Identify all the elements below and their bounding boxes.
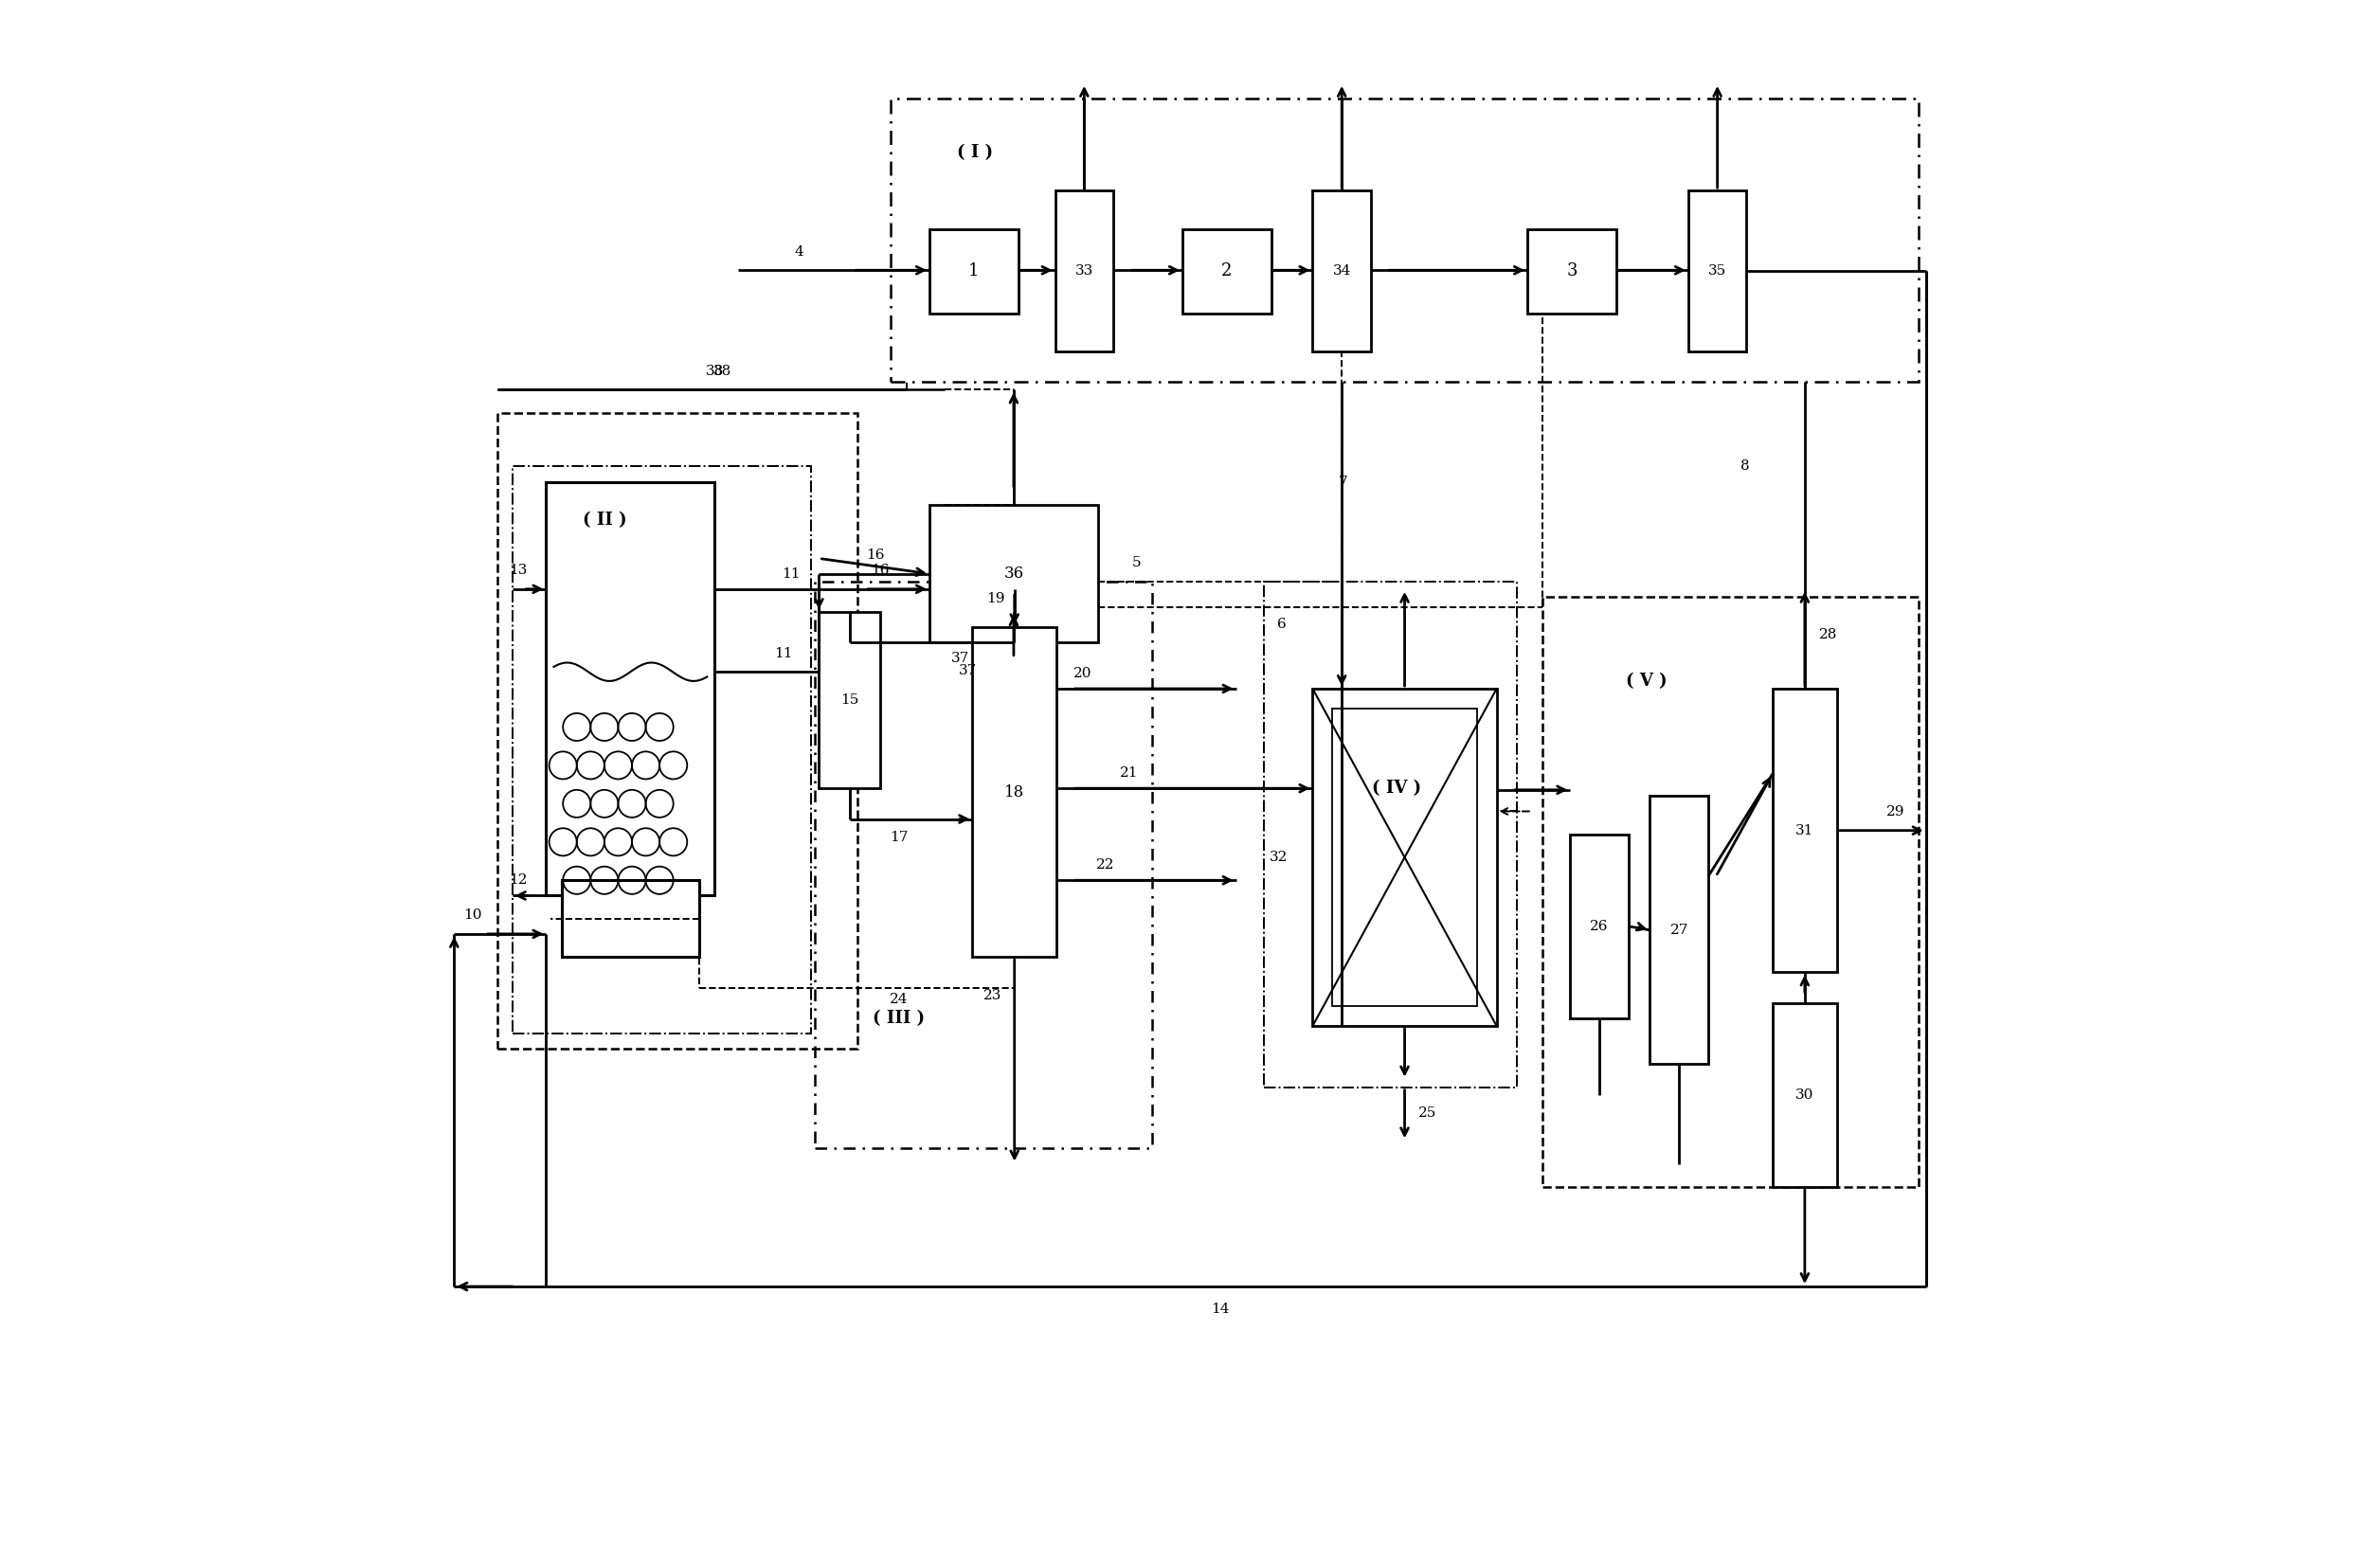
Bar <box>1054 190 1114 351</box>
Text: 26: 26 <box>1590 920 1609 932</box>
Text: 10: 10 <box>464 909 481 921</box>
Text: 27: 27 <box>1671 923 1687 937</box>
Text: ( IV ): ( IV ) <box>1373 779 1421 796</box>
Text: 3: 3 <box>1566 263 1578 280</box>
Text: 11: 11 <box>773 646 793 660</box>
Text: 38: 38 <box>704 365 724 379</box>
Text: 38: 38 <box>714 365 731 379</box>
Text: 28: 28 <box>1818 628 1837 642</box>
Bar <box>819 612 881 788</box>
Bar <box>890 99 1918 382</box>
Bar <box>928 229 1019 314</box>
Bar <box>928 504 1097 643</box>
Text: 34: 34 <box>1333 264 1352 278</box>
Text: 7: 7 <box>1338 475 1347 489</box>
Bar <box>1542 597 1918 1187</box>
Text: 20: 20 <box>1073 666 1092 680</box>
Text: ( I ): ( I ) <box>957 144 992 161</box>
Text: 18: 18 <box>1004 784 1023 801</box>
Text: 4: 4 <box>795 246 804 258</box>
Text: 30: 30 <box>1795 1088 1814 1102</box>
Bar <box>973 628 1057 957</box>
Text: 16: 16 <box>871 564 890 577</box>
Bar <box>1773 1003 1837 1187</box>
Text: 6: 6 <box>1278 618 1288 631</box>
Text: 24: 24 <box>890 993 907 1006</box>
Bar <box>497 413 857 1048</box>
Bar <box>1314 190 1371 351</box>
Text: 37: 37 <box>959 663 976 677</box>
Bar <box>562 880 700 957</box>
Text: 31: 31 <box>1795 824 1814 836</box>
Text: 12: 12 <box>509 873 528 887</box>
Text: 25: 25 <box>1418 1107 1438 1119</box>
Bar <box>1333 708 1476 1006</box>
Text: 33: 33 <box>1076 264 1092 278</box>
Text: 16: 16 <box>866 549 885 561</box>
Text: 11: 11 <box>783 567 800 580</box>
Text: 23: 23 <box>983 988 1002 1002</box>
Text: 2: 2 <box>1221 263 1233 280</box>
Text: 21: 21 <box>1119 767 1138 779</box>
Text: 35: 35 <box>1709 264 1726 278</box>
Text: 15: 15 <box>840 694 859 707</box>
Text: ( V ): ( V ) <box>1626 673 1668 690</box>
Text: 37: 37 <box>952 651 969 665</box>
Bar <box>1687 190 1747 351</box>
Bar <box>512 467 812 1034</box>
Bar <box>814 581 1152 1149</box>
Text: 17: 17 <box>890 830 907 844</box>
Bar <box>1264 581 1516 1087</box>
Text: 19: 19 <box>985 592 1004 604</box>
Bar <box>1528 229 1616 314</box>
Text: 1: 1 <box>969 263 978 280</box>
Text: 29: 29 <box>1885 805 1904 819</box>
Bar <box>545 482 714 895</box>
Text: ( III ): ( III ) <box>873 1010 926 1027</box>
Text: 5: 5 <box>1133 557 1140 569</box>
Bar <box>1314 688 1497 1027</box>
Text: 36: 36 <box>1004 566 1023 581</box>
Bar <box>1649 796 1709 1064</box>
Text: 32: 32 <box>1271 850 1288 864</box>
Text: 13: 13 <box>509 564 528 577</box>
Bar <box>1773 688 1837 972</box>
Bar <box>1183 229 1271 314</box>
Bar <box>1571 835 1628 1019</box>
Text: 22: 22 <box>1097 858 1114 872</box>
Text: 14: 14 <box>1211 1303 1230 1316</box>
Text: 8: 8 <box>1740 459 1749 473</box>
Text: ( II ): ( II ) <box>583 512 626 529</box>
